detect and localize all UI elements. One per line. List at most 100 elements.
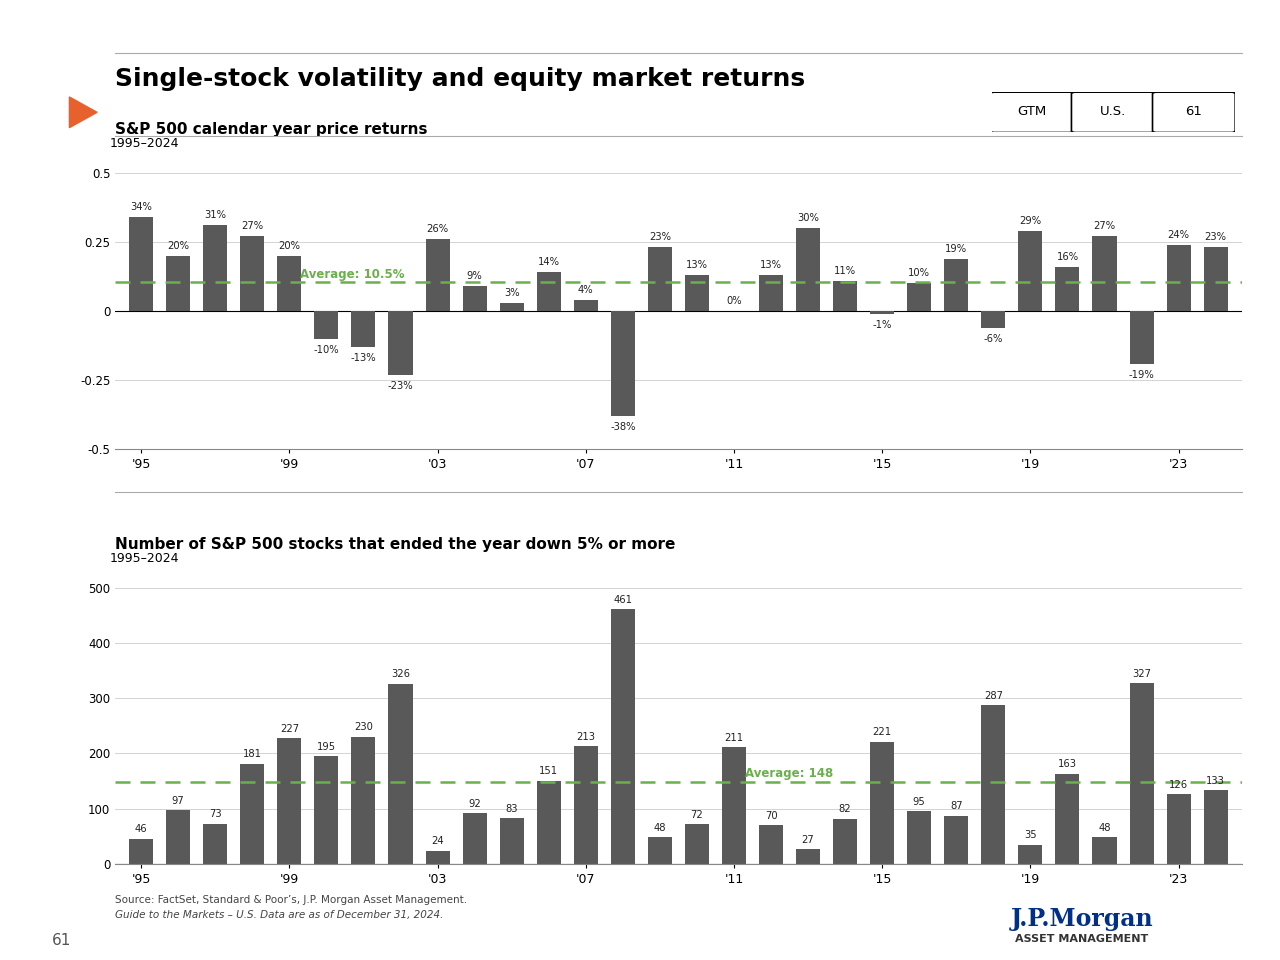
Text: 61: 61: [1185, 105, 1202, 118]
Bar: [166, 255, 191, 311]
Text: 16%: 16%: [1056, 252, 1079, 262]
Bar: [796, 228, 820, 311]
Text: 0%: 0%: [726, 296, 742, 306]
Text: 227: 227: [280, 724, 300, 734]
Text: 19%: 19%: [945, 244, 968, 253]
Text: 83: 83: [506, 804, 518, 814]
Text: J.P.Morgan: J.P.Morgan: [1010, 907, 1153, 931]
Bar: [352, 311, 375, 347]
Bar: [1166, 794, 1190, 864]
Bar: [204, 226, 228, 311]
Bar: [241, 236, 265, 311]
Text: ASSET MANAGEMENT: ASSET MANAGEMENT: [1015, 934, 1148, 944]
Bar: [129, 217, 154, 311]
Bar: [1129, 684, 1153, 864]
Bar: [388, 311, 412, 374]
Bar: [1019, 230, 1042, 311]
Text: 163: 163: [1059, 759, 1076, 770]
Text: 1995–2024: 1995–2024: [110, 552, 179, 564]
Bar: [352, 737, 375, 864]
Text: GTM: GTM: [1018, 105, 1046, 118]
Text: -1%: -1%: [873, 320, 892, 330]
Text: 20%: 20%: [168, 241, 189, 251]
Text: 46: 46: [134, 824, 147, 834]
Text: 87: 87: [950, 802, 963, 811]
Text: 92: 92: [468, 799, 481, 808]
Bar: [870, 311, 895, 314]
Text: 72: 72: [690, 810, 703, 820]
Bar: [278, 255, 301, 311]
Bar: [685, 276, 709, 311]
Text: 11%: 11%: [835, 266, 856, 276]
Bar: [241, 764, 265, 864]
Bar: [1092, 236, 1116, 311]
Bar: [499, 818, 524, 864]
Bar: [1056, 267, 1079, 311]
Text: 287: 287: [984, 691, 1002, 701]
Text: 73: 73: [209, 809, 221, 819]
Bar: [425, 239, 449, 311]
Text: 195: 195: [317, 742, 335, 752]
Text: 48: 48: [654, 823, 666, 833]
Bar: [945, 258, 969, 311]
Text: 211: 211: [724, 732, 744, 743]
Bar: [759, 276, 783, 311]
Text: 27%: 27%: [1093, 222, 1116, 231]
Text: 30%: 30%: [797, 213, 819, 223]
Text: 48: 48: [1098, 823, 1111, 833]
Bar: [908, 811, 932, 864]
Bar: [1056, 774, 1079, 864]
Text: 35: 35: [1024, 830, 1037, 840]
Text: 23%: 23%: [1204, 232, 1226, 243]
Text: 133: 133: [1206, 776, 1225, 786]
Bar: [1203, 790, 1228, 864]
Text: 61: 61: [51, 933, 72, 948]
Bar: [388, 684, 412, 864]
Bar: [648, 837, 672, 864]
Bar: [722, 747, 746, 864]
Bar: [982, 706, 1005, 864]
Text: Guide to the Markets – U.S. Data are as of December 31, 2024.: Guide to the Markets – U.S. Data are as …: [115, 910, 444, 920]
Bar: [1092, 837, 1116, 864]
Text: 20%: 20%: [278, 241, 301, 251]
Text: Single-stock volatility and equity market returns: Single-stock volatility and equity marke…: [115, 67, 805, 91]
Text: 13%: 13%: [686, 260, 708, 270]
Bar: [833, 280, 858, 311]
Text: Number of S&P 500 stocks that ended the year down 5% or more: Number of S&P 500 stocks that ended the …: [115, 537, 676, 552]
Text: 181: 181: [243, 750, 262, 759]
Text: -10%: -10%: [314, 345, 339, 355]
Text: Average: 10.5%: Average: 10.5%: [301, 268, 404, 280]
Text: 1995–2024: 1995–2024: [110, 137, 179, 150]
Text: 126: 126: [1169, 780, 1188, 790]
Bar: [536, 273, 561, 311]
Text: 4%: 4%: [579, 285, 594, 295]
Bar: [611, 311, 635, 416]
FancyBboxPatch shape: [1152, 92, 1235, 132]
Bar: [833, 819, 858, 864]
Text: 34%: 34%: [131, 202, 152, 212]
Text: 9%: 9%: [467, 271, 483, 281]
Text: 23%: 23%: [649, 232, 671, 243]
Text: 230: 230: [355, 722, 372, 732]
Text: 27: 27: [801, 834, 814, 845]
Text: 10%: 10%: [909, 269, 931, 278]
Bar: [685, 825, 709, 864]
Text: 31%: 31%: [205, 210, 227, 221]
Text: 151: 151: [539, 766, 558, 776]
Bar: [499, 302, 524, 311]
Text: 213: 213: [576, 732, 595, 742]
Text: 24%: 24%: [1167, 229, 1189, 240]
Text: -6%: -6%: [983, 334, 1004, 344]
Bar: [462, 813, 486, 864]
Bar: [573, 300, 598, 311]
Bar: [759, 826, 783, 864]
Bar: [1129, 311, 1153, 364]
Text: S&P 500 calendar year price returns: S&P 500 calendar year price returns: [115, 122, 428, 137]
Bar: [462, 286, 486, 311]
Bar: [1166, 245, 1190, 311]
Bar: [796, 849, 820, 864]
Text: 13%: 13%: [760, 260, 782, 270]
Text: Average: 148: Average: 148: [745, 767, 833, 780]
Bar: [315, 756, 338, 864]
Text: 461: 461: [613, 594, 632, 605]
